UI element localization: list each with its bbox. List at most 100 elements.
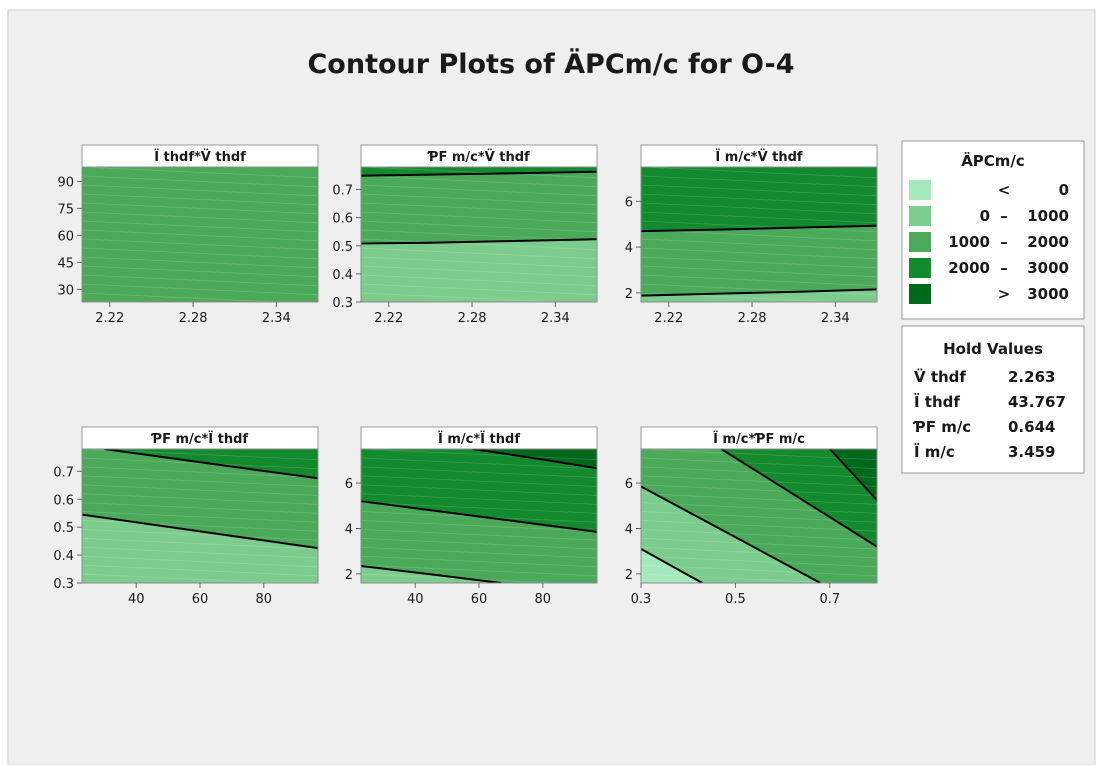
mesh-line — [641, 202, 877, 215]
legend-operator: > — [998, 285, 1011, 303]
y-tick-label: 75 — [57, 202, 74, 217]
contour-line — [641, 548, 703, 583]
contour-band — [82, 167, 318, 302]
mesh-line — [361, 555, 597, 568]
panel-plot-area — [82, 449, 318, 583]
legend-upper-bound: 3000 — [1027, 285, 1069, 303]
mesh-line — [82, 193, 318, 206]
hold-value-number: 43.767 — [1008, 393, 1066, 411]
contour-panel: Ï thdf*V̈ thdf 2.22 2.28 2.34 30 45 60 75 90 — [57, 144, 319, 326]
panel-title: Ï thdf*V̈ thdf — [154, 149, 246, 165]
legend-swatch — [909, 232, 931, 252]
x-tick-label: 2.22 — [95, 311, 124, 326]
y-tick-label: 90 — [57, 175, 74, 190]
panel-plot-area — [361, 167, 597, 302]
legend-upper-bound: 2000 — [1027, 233, 1069, 251]
mesh-line — [641, 493, 877, 505]
mesh-line — [641, 274, 877, 287]
legend-range-dash: – — [1000, 259, 1008, 277]
mesh-line — [361, 202, 597, 215]
hold-values-box: Hold Values V̈ thdf 2.263 Ï thdf 43.767 ƤF m/… — [901, 325, 1085, 474]
contour-band — [641, 289, 877, 302]
contour-line — [361, 170, 597, 177]
legend-swatch — [909, 206, 931, 226]
y-tick-label: 60 — [57, 229, 74, 244]
mesh-line — [641, 184, 877, 197]
contour-panel: Ï m/c*Ï thdf 40 60 80 2 4 6 — [345, 426, 598, 607]
mesh-line — [641, 546, 877, 559]
panel-frame — [360, 166, 598, 303]
x-tick-label: 0.5 — [725, 592, 746, 607]
mesh-line — [82, 202, 318, 215]
mesh-line — [82, 220, 318, 233]
panel-title: Ï m/c*V̈ thdf — [715, 149, 803, 165]
contour-line — [104, 449, 318, 480]
contour-line — [641, 288, 877, 297]
hold-value-number: 2.263 — [1008, 368, 1055, 386]
x-tick-label: 40 — [407, 592, 424, 607]
mesh-line — [82, 283, 318, 296]
legend-title: ÄPCm/c — [961, 151, 1025, 170]
x-tick-label: 2.34 — [821, 311, 850, 326]
mesh-line — [82, 573, 288, 583]
mesh-line — [361, 484, 597, 496]
x-tick-label: 40 — [128, 592, 145, 607]
hold-value-label: Ï thdf — [914, 392, 960, 411]
x-tick-label: 60 — [192, 592, 209, 607]
legend-frame — [901, 140, 1085, 320]
contour-panel: ƤF m/c*Ï thdf 40 60 80 0.3 0.4 0.5 0.6 0.7 — [53, 426, 319, 607]
mesh-line — [82, 555, 318, 568]
mesh-line — [361, 256, 597, 269]
y-tick-label: 0.6 — [332, 212, 353, 227]
contour-line — [361, 238, 597, 245]
panel-plot-area — [641, 449, 877, 583]
mesh-line — [361, 537, 597, 550]
x-tick-label: 2.28 — [179, 311, 208, 326]
y-tick-label: 4 — [345, 522, 353, 537]
mesh-line — [641, 229, 877, 242]
mesh-line — [82, 529, 318, 541]
legend-range-dash: – — [1000, 233, 1008, 251]
panel-title: ƤF m/c*V̈ thdf — [427, 150, 530, 165]
mesh-line — [641, 520, 877, 532]
mesh-line — [361, 520, 597, 532]
hold-value-number: 3.459 — [1008, 443, 1055, 461]
y-tick-label: 0.4 — [53, 549, 74, 564]
y-tick-label: 45 — [57, 256, 74, 271]
mesh-line — [361, 283, 597, 296]
x-tick-label: 0.7 — [819, 592, 840, 607]
panels-group: Ï thdf*V̈ thdf 2.22 2.28 2.34 30 45 60 75 90 ƤF m… — [53, 144, 878, 607]
legend-lower-bound: 1000 — [948, 233, 990, 251]
mesh-line — [641, 511, 877, 523]
mesh-line — [82, 229, 318, 242]
panel-plot-area — [641, 167, 877, 302]
hold-values-title: Hold Values — [943, 340, 1043, 358]
panel-frame — [640, 448, 878, 584]
mesh-line — [641, 220, 877, 233]
mesh-line — [361, 475, 597, 487]
mesh-line — [82, 211, 318, 224]
mesh-line — [361, 546, 597, 559]
y-tick-label: 0.3 — [53, 577, 74, 592]
mesh-line — [82, 511, 318, 523]
mesh-line — [641, 175, 877, 188]
x-tick-label: 2.34 — [541, 311, 570, 326]
y-tick-label: 6 — [625, 195, 633, 210]
mesh-line — [641, 283, 877, 296]
legend-swatch — [909, 258, 931, 278]
hold-value-label: Ï m/c — [914, 442, 955, 461]
mesh-line — [361, 274, 597, 287]
mesh-line — [361, 238, 597, 251]
mesh-line — [641, 265, 877, 278]
y-tick-label: 0.3 — [332, 296, 353, 311]
contour-line — [829, 449, 877, 501]
contour-line — [472, 449, 597, 470]
mesh-line — [361, 220, 597, 233]
x-tick-label: 0.3 — [631, 592, 652, 607]
contour-band — [641, 167, 877, 232]
y-tick-label: 4 — [625, 522, 633, 537]
mesh-line — [82, 256, 318, 269]
mesh-line — [641, 167, 877, 179]
mesh-line — [82, 167, 318, 179]
mesh-line — [82, 546, 318, 559]
